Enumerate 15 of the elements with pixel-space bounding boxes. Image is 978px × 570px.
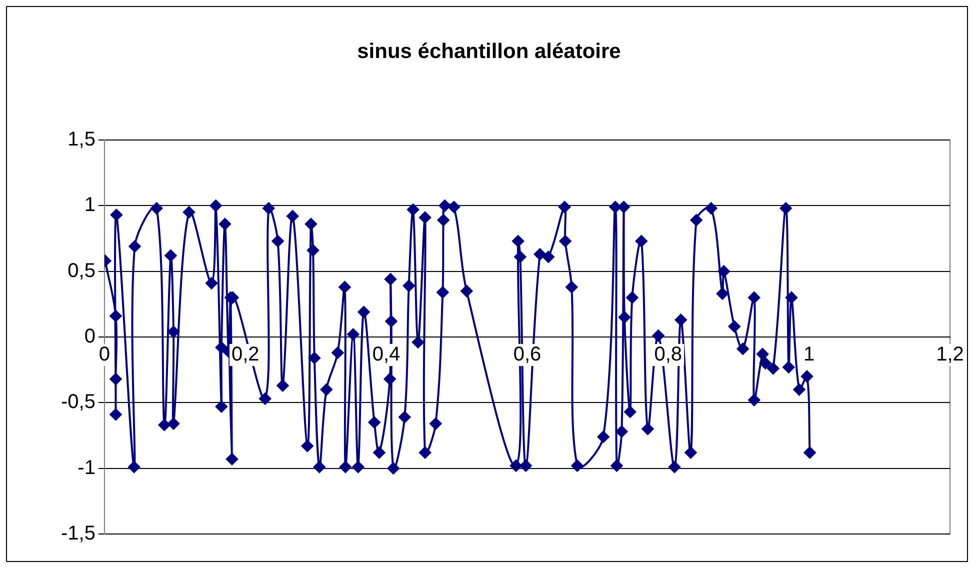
x-tick-label: 0,2: [231, 344, 260, 366]
x-tick-label: 0,8: [654, 344, 682, 366]
y-tick-label: 1,5: [68, 128, 96, 151]
x-tick-label: 0,4: [372, 344, 400, 366]
x-tick-label: 1: [804, 344, 815, 366]
x-tick-label: 0: [98, 344, 110, 366]
y-tick-label: -1,5: [60, 522, 96, 545]
x-tick-label: 0,6: [513, 344, 542, 366]
y-tick-label: -0,5: [60, 391, 96, 414]
y-tick-label: 0,5: [68, 260, 96, 282]
y-tick-label: 0: [84, 326, 96, 348]
chart-title: sinus échantillon aléatoire: [356, 40, 622, 64]
y-tick-label: -1: [78, 456, 96, 479]
y-tick-label: 1: [84, 194, 96, 216]
x-tick-label: 1,2: [936, 344, 964, 366]
